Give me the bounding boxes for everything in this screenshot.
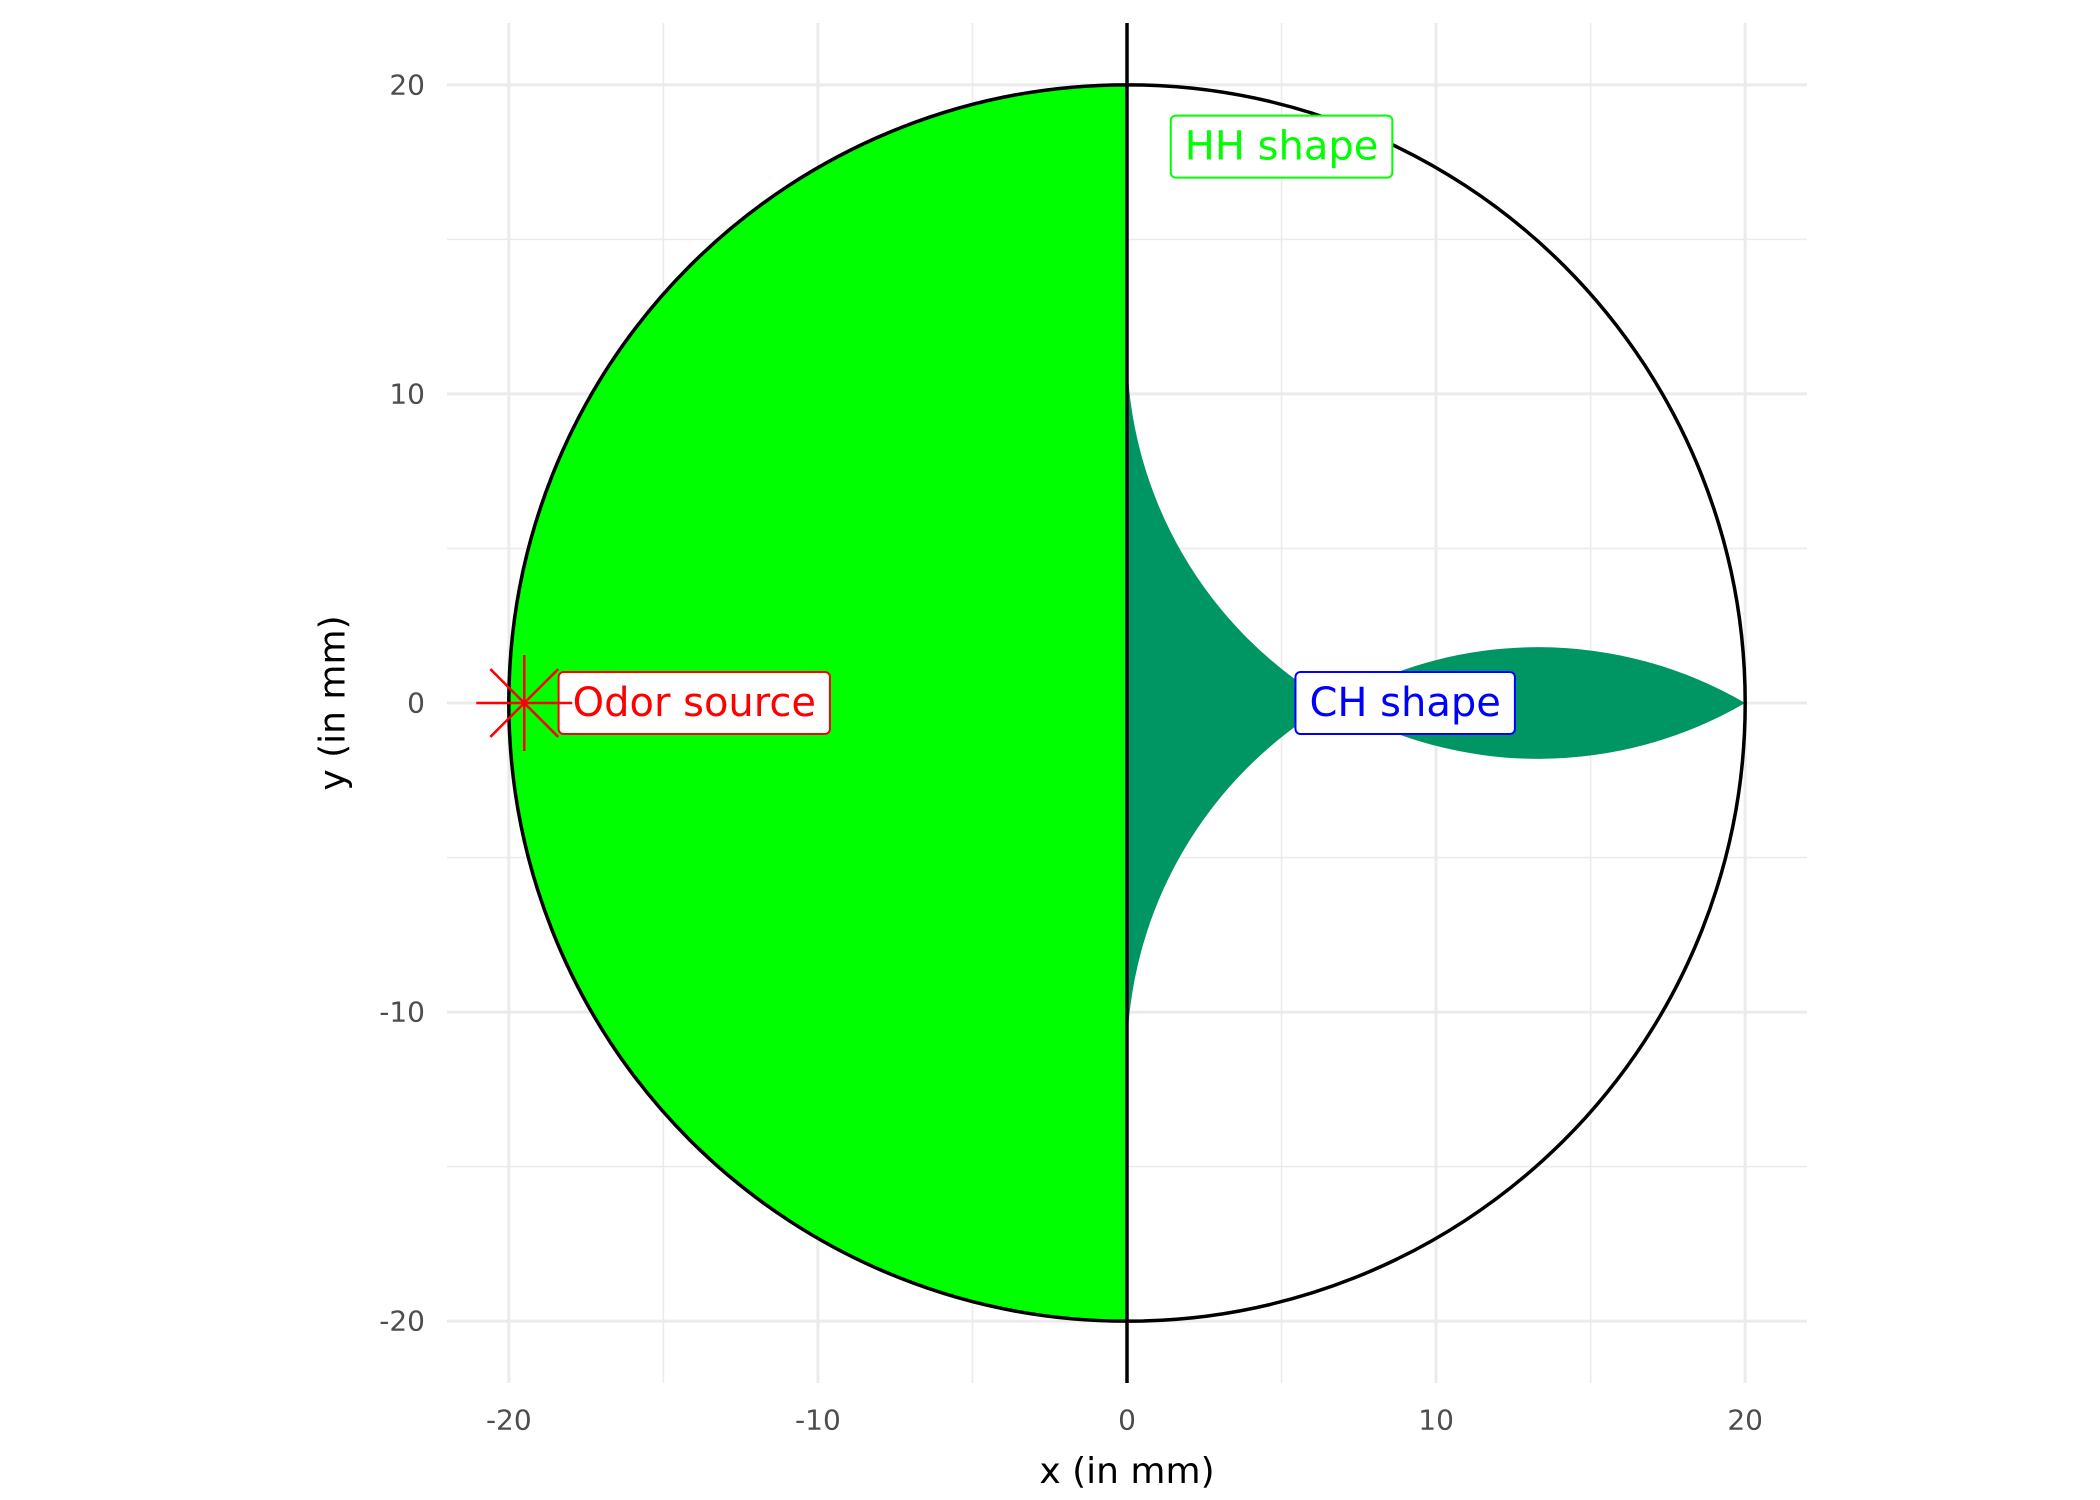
y-tick-label: -20 [379, 1305, 425, 1338]
x-axis-title: x (in mm) [1039, 1451, 1214, 1492]
y-tick-label: 10 [389, 377, 425, 410]
x-tick-label: 0 [1118, 1404, 1136, 1437]
hh-shape-label-text: HH shape [1185, 124, 1379, 170]
y-tick-label: -10 [379, 996, 425, 1029]
hh-shape-label: HH shape [1169, 114, 1394, 179]
x-tick-label: -10 [795, 1404, 841, 1437]
ch-shape-label-box [1294, 671, 1516, 735]
y-tick-label: 20 [389, 68, 425, 101]
y-axis-title: y (in mm) [313, 615, 354, 790]
odor-source-label-text: Odor source [573, 680, 816, 726]
ch-shape-label-text: CH shape [1309, 680, 1500, 726]
x-tick-label: 20 [1727, 1404, 1763, 1437]
ch-shape-label: CH shape [1294, 671, 1516, 735]
hh-shape [508, 84, 1128, 1322]
y-tick-label: 0 [407, 687, 425, 720]
x-tick-label: 10 [1418, 1404, 1454, 1437]
x-tick-label: -20 [486, 1404, 532, 1437]
hh-shape-label-box [1169, 114, 1394, 179]
odor-source-marker [476, 655, 573, 751]
odor-source-label: Odor source [557, 671, 831, 735]
annotations-layer: HH shape CH shape Odor source [476, 114, 1516, 751]
odor-marker-stroke [489, 668, 560, 738]
tick-labels: -20 -10 0 10 20 -20 -10 0 10 20 [379, 68, 1763, 1436]
